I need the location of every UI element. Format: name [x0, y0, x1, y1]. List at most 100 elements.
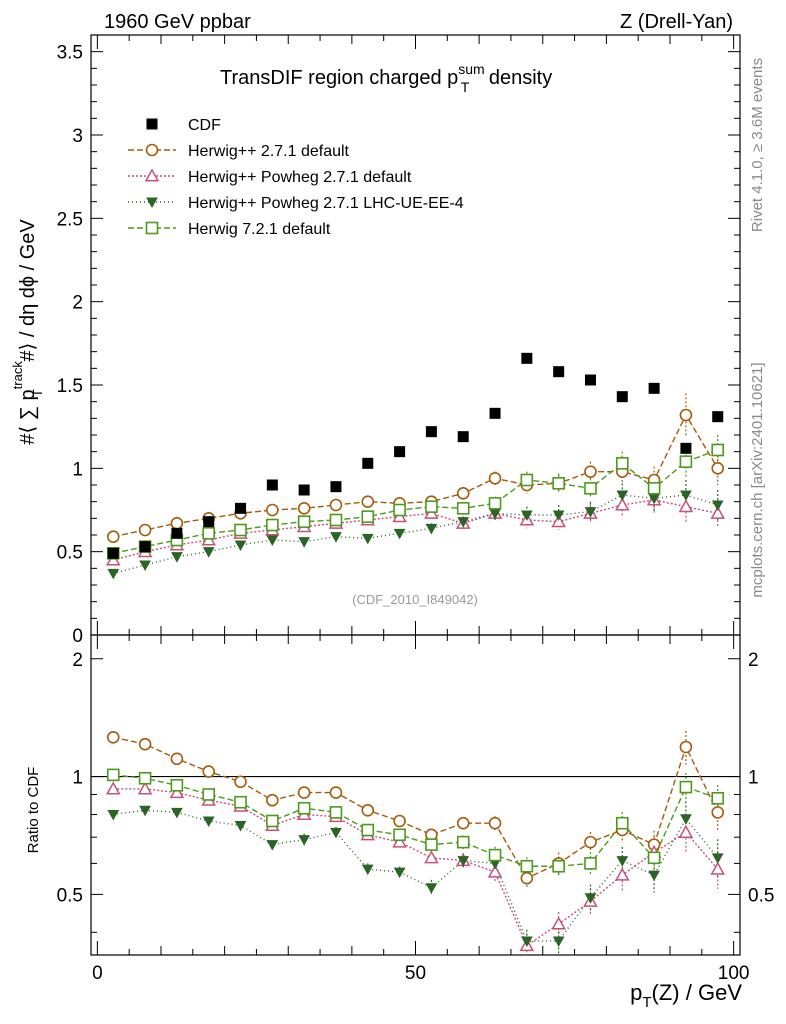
- series-2-ratio-point: [520, 936, 533, 948]
- cdf-data-point: [298, 484, 310, 496]
- series-0-point: [170, 517, 184, 530]
- series-0-point: [138, 523, 152, 537]
- series-1-ratio-point: [487, 864, 503, 878]
- series-3-ratio-point: [329, 806, 343, 819]
- series-2-point: [266, 535, 279, 547]
- legend-label: Herwig++ Powheg 2.7.1 default: [188, 169, 412, 186]
- series-2-point: [330, 532, 342, 543]
- x-axis-ticks: 0 50 100: [92, 35, 749, 984]
- series-2-ratio-point: [552, 936, 565, 948]
- series-3-point: [711, 443, 725, 457]
- series-1-line: [113, 499, 718, 561]
- series-0-ratio-point: [138, 737, 152, 751]
- series-2-point: [107, 568, 120, 580]
- series-3-ratio-point: [552, 859, 565, 873]
- series-3-point: [234, 523, 247, 537]
- y-axis-label: #⟨ ∑ ptrack T #⟩ / dη dϕ / GeV: [10, 219, 45, 445]
- series-3-point: [615, 457, 629, 470]
- ratio-panel-frame: [90, 634, 741, 956]
- series-0-point: [584, 465, 597, 478]
- legend-label: Herwig++ Powheg 2.7.1 LHC-UE-EE-4: [188, 195, 464, 212]
- series-0-ratio-point: [584, 835, 597, 849]
- cdf-data-point: [139, 541, 151, 553]
- ratio-tick-label-right: 1: [748, 768, 759, 789]
- series-2-point: [520, 510, 533, 522]
- series-3-ratio-point: [297, 801, 311, 815]
- cdf-data-point: [521, 352, 533, 364]
- cdf-data-point: [171, 527, 183, 539]
- series-2-point: [139, 560, 151, 572]
- series-3-point: [552, 477, 565, 490]
- x-label-sub: T: [642, 994, 651, 1011]
- series-0-ratio-point: [234, 775, 247, 789]
- legend-label: Herwig 7.2.1 default: [188, 221, 331, 238]
- series-3-ratio-point: [488, 848, 502, 862]
- chart-title-sup: sum: [458, 61, 484, 77]
- header-right: Z (Drell-Yan): [620, 11, 733, 33]
- cdf-data-point: [425, 426, 437, 438]
- cdf-data-point: [648, 382, 660, 394]
- cdf-data-point: [680, 442, 692, 454]
- series-2-point: [234, 540, 247, 552]
- series-1-ratio-line: [113, 788, 719, 947]
- series-2-point: [393, 528, 406, 540]
- legend-label: Herwig++ 2.7.1 default: [188, 143, 350, 160]
- series-1-ratio-point: [710, 861, 726, 875]
- legend-marker: [144, 168, 160, 182]
- y-tick-label: 0: [72, 626, 83, 647]
- series-2-ratio-point: [234, 820, 247, 832]
- series-3-ratio-point: [106, 768, 120, 782]
- ratio-series-layer: [105, 730, 726, 955]
- chart-title-main: TransDIF region charged p: [220, 67, 458, 89]
- ratio-axis-ticks: 0.5 1 2 0.5 1 2: [57, 650, 774, 933]
- series-2-ratio-point: [298, 835, 311, 846]
- series-3-ratio-point: [711, 791, 725, 805]
- cdf-data-point: [457, 431, 469, 443]
- series-3-ratio-point: [679, 780, 693, 794]
- ratio-tick-label: 2: [72, 650, 83, 671]
- series-1-ratio-point: [392, 834, 407, 848]
- series-2-ratio-point: [266, 840, 279, 851]
- series-3-point: [266, 518, 279, 532]
- x-tick-label: 50: [405, 963, 426, 984]
- x-tick-label: 100: [718, 963, 750, 984]
- mcplots-credit-text: mcplots.cern.ch [arXiv:2401.10621]: [749, 362, 766, 597]
- legend-marker: [145, 143, 159, 157]
- series-2-point: [680, 490, 692, 502]
- series-1-point: [710, 505, 726, 519]
- cdf-data-point: [584, 374, 596, 386]
- series-2-point: [171, 552, 183, 563]
- series-3-point: [202, 527, 216, 540]
- series-3-ratio-point: [202, 788, 216, 801]
- series-2-point: [457, 517, 470, 528]
- main-series-layer: [105, 352, 726, 580]
- x-label-main: p: [630, 980, 642, 1005]
- legend-marker: [145, 221, 159, 235]
- series-2-ratio-point: [139, 805, 151, 817]
- legend-marker: [146, 197, 158, 209]
- series-2-ratio-point: [361, 864, 374, 876]
- series-2-ratio-point: [648, 870, 660, 882]
- ratio-tick-label-right: 2: [748, 650, 759, 671]
- ratio-tick-label: 0.5: [57, 885, 83, 906]
- series-2-point: [425, 523, 438, 535]
- y-label-sup: track: [10, 361, 25, 390]
- x-label-tail: (Z) / GeV: [652, 980, 743, 1005]
- series-2-point: [584, 507, 597, 518]
- series-3-ratio-point: [584, 857, 597, 870]
- series-3-point: [297, 515, 311, 528]
- series-0-ratio-point: [202, 765, 216, 778]
- series-1-ratio-point: [105, 781, 121, 795]
- series-3-ratio-point: [456, 835, 470, 849]
- rivet-version-text: Rivet 4.1.0, ≥ 3.6M events: [749, 58, 766, 232]
- series-3-point: [584, 482, 597, 495]
- series-3-ratio-point: [425, 838, 438, 851]
- y-tick-label: 2: [72, 293, 83, 314]
- series-3-point: [679, 455, 693, 468]
- series-1-point: [678, 499, 694, 513]
- series-2-point: [711, 500, 724, 512]
- series-0-point: [711, 462, 725, 475]
- y-tick-label: 0.5: [57, 543, 83, 564]
- series-0-ratio-point: [393, 814, 406, 828]
- cdf-data-point: [107, 547, 119, 559]
